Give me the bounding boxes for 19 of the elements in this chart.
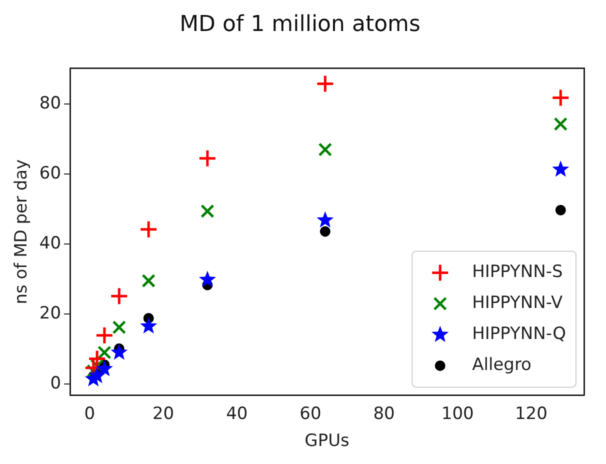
chart-title: MD of 1 million atoms [180, 12, 420, 37]
y-tick-label: 40 [39, 233, 62, 254]
x-tick-label: 60 [300, 404, 322, 424]
x-tick-label: 0 [84, 404, 96, 424]
y-axis-title: ns of MD per day [12, 159, 32, 304]
x-tick-label: 80 [373, 404, 395, 424]
y-tick-label: 20 [39, 303, 62, 324]
x-tick-label: 20 [152, 404, 174, 424]
legend-label: Allegro [472, 355, 532, 376]
x-axis-title: GPUs [304, 431, 350, 452]
y-tick-label: 60 [39, 163, 62, 184]
x-tick-label: 100 [441, 404, 474, 424]
x-tick-label: 40 [226, 404, 248, 424]
x-tick-label: 120 [514, 404, 548, 424]
legend-label: HIPPYNN-S [472, 262, 563, 282]
y-tick-label: 80 [39, 94, 62, 114]
legend-label: HIPPYNN-Q [472, 324, 566, 344]
y-tick-label: 0 [50, 373, 62, 394]
legend-label: HIPPYNN-V [472, 293, 563, 314]
